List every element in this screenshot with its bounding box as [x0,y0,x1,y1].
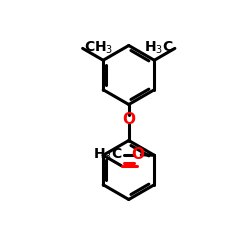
Text: O: O [122,112,135,127]
Text: O: O [131,147,144,162]
Text: CH$_3$: CH$_3$ [84,39,114,56]
Text: H$_3$C: H$_3$C [144,39,173,56]
Text: H$_3$C: H$_3$C [92,146,122,163]
